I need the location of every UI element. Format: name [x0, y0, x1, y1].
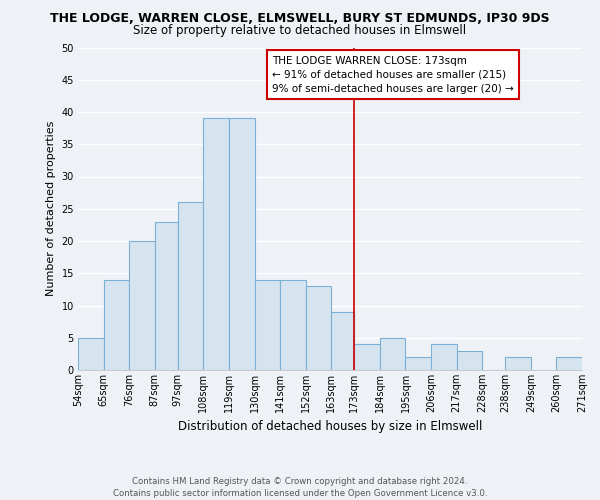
Bar [104, 280, 129, 370]
Bar [203, 118, 229, 370]
Bar [331, 312, 355, 370]
Text: THE LODGE WARREN CLOSE: 173sqm
← 91% of detached houses are smaller (215)
9% of : THE LODGE WARREN CLOSE: 173sqm ← 91% of … [272, 56, 514, 94]
Bar [406, 357, 431, 370]
Bar [305, 286, 331, 370]
Bar [355, 344, 380, 370]
Text: Size of property relative to detached houses in Elmswell: Size of property relative to detached ho… [133, 24, 467, 37]
Bar [155, 222, 178, 370]
Bar [78, 338, 104, 370]
Y-axis label: Number of detached properties: Number of detached properties [46, 121, 56, 296]
Bar [280, 280, 305, 370]
Bar [129, 241, 155, 370]
Bar [457, 350, 482, 370]
Bar [505, 357, 531, 370]
X-axis label: Distribution of detached houses by size in Elmswell: Distribution of detached houses by size … [178, 420, 482, 434]
Text: Contains HM Land Registry data © Crown copyright and database right 2024.
Contai: Contains HM Land Registry data © Crown c… [113, 476, 487, 498]
Bar [380, 338, 406, 370]
Bar [229, 118, 254, 370]
Text: THE LODGE, WARREN CLOSE, ELMSWELL, BURY ST EDMUNDS, IP30 9DS: THE LODGE, WARREN CLOSE, ELMSWELL, BURY … [50, 12, 550, 26]
Bar [556, 357, 582, 370]
Bar [178, 202, 203, 370]
Bar [431, 344, 457, 370]
Bar [254, 280, 280, 370]
